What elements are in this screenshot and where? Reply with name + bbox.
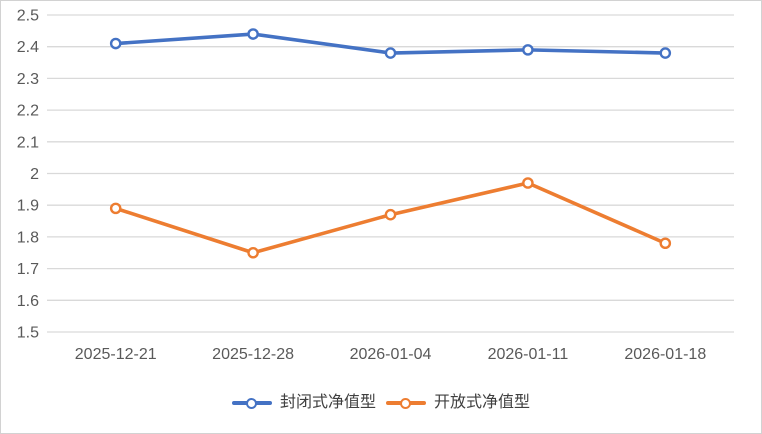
y-axis-tick-label: 2.5 <box>17 8 39 25</box>
line-chart: 2.5 2.4 2.3 2.2 2.1 2 1.9 1.8 1.7 1.6 1.5 2025-12-2… <box>17 8 734 363</box>
x-axis-tick-label: 2025-12-21 <box>75 346 157 363</box>
legend-label: 封闭式净值型 <box>279 394 376 411</box>
y-axis-tick-label: 2 <box>30 166 39 183</box>
data-point-marker <box>659 47 672 59</box>
y-axis-tick-label: 1.7 <box>17 261 39 278</box>
chart-legend: 封闭式净值型 开放式净值型 <box>1 393 761 413</box>
x-axis-tick-label: 2026-01-04 <box>350 346 432 363</box>
data-point-marker <box>109 37 122 50</box>
legend-item-closed-net-value: 封闭式净值型 <box>231 393 376 413</box>
legend-line-marker-icon <box>386 397 426 409</box>
legend-item-open-net-value: 开放式净值型 <box>386 393 530 413</box>
y-axis-tick-label: 1.8 <box>17 229 39 246</box>
y-axis-tick-label: 2.3 <box>17 71 39 88</box>
y-axis-tick-label: 1.5 <box>17 325 39 342</box>
data-point-marker <box>247 28 259 40</box>
x-axis-tick-label: 2025-12-28 <box>212 346 294 363</box>
data-point-marker <box>522 177 534 189</box>
legend-label: 开放式净值型 <box>434 394 531 411</box>
y-axis-tick-label: 1.9 <box>17 198 39 215</box>
data-point-marker <box>384 47 397 59</box>
data-point-marker <box>247 246 259 259</box>
y-axis-tick-label: 2.4 <box>17 39 39 56</box>
data-point-marker <box>109 202 122 215</box>
x-axis-tick-label: 2026-01-18 <box>624 346 706 363</box>
y-axis-tick-label: 1.6 <box>17 293 39 310</box>
legend-line-marker-icon <box>231 397 272 409</box>
data-point-marker <box>659 237 672 250</box>
data-point-marker <box>384 208 397 221</box>
x-axis-tick-label: 2026-01-11 <box>488 346 569 363</box>
data-point-marker <box>522 44 534 56</box>
y-axis-tick-label: 2.1 <box>17 134 39 151</box>
y-axis-tick-label: 2.2 <box>17 103 39 120</box>
